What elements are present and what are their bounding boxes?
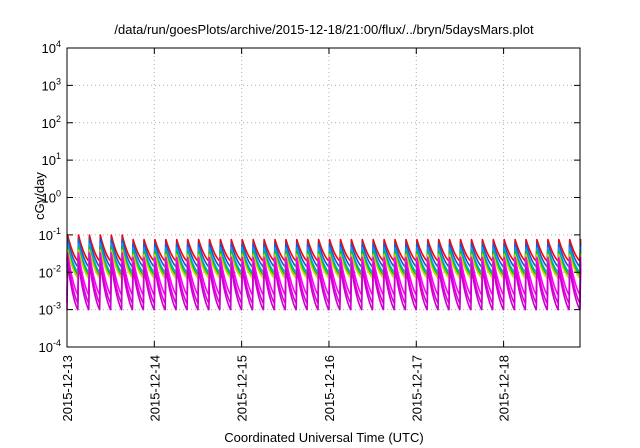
y-tick-exponent: -3 [53, 301, 61, 311]
y-tick-base: 10 [39, 265, 53, 280]
y-tick-label: 10-2 [39, 263, 61, 280]
y-tick-base: 10 [39, 340, 53, 355]
y-tick-base: 10 [42, 153, 56, 168]
y-tick-label: 10-1 [39, 226, 61, 243]
y-tick-label: 100 [42, 189, 61, 206]
x-axis-label: Coordinated Universal Time (UTC) [224, 430, 423, 445]
y-tick-label: 10-4 [39, 338, 61, 355]
y-tick-exponent: -4 [53, 338, 61, 348]
y-tick-label: 10-3 [39, 301, 61, 318]
y-tick-label: 104 [42, 39, 61, 56]
plot-frame [66, 47, 581, 348]
y-tick-exponent: 4 [56, 39, 61, 49]
grid [67, 48, 580, 347]
x-tick-label: 2015-12-16 [322, 355, 337, 422]
y-tick-base: 10 [39, 228, 53, 243]
y-tick-base: 10 [42, 41, 56, 56]
y-tick-exponent: 0 [56, 189, 61, 199]
y-tick-base: 10 [39, 303, 53, 318]
x-tick-label: 2015-12-13 [60, 355, 75, 422]
axes [66, 47, 581, 348]
y-tick-exponent: 1 [56, 151, 61, 161]
series-group [66, 234, 582, 311]
x-tick-labels: 2015-12-13 2015-12-14 2015-12-15 2015-12-16… [60, 355, 512, 422]
y-tick-label: 101 [42, 151, 61, 168]
y-tick-exponent: 3 [56, 76, 61, 86]
chart-title: /data/run/goesPlots/archive/2015-12-18/2… [114, 22, 534, 37]
x-tick-label: 2015-12-14 [147, 355, 162, 422]
y-tick-exponent: -2 [53, 263, 61, 273]
y-axis-label: cGy/day [32, 172, 47, 220]
y-tick-base: 10 [42, 191, 56, 206]
y-tick-base: 10 [42, 78, 56, 93]
y-tick-label: 102 [42, 114, 61, 131]
x-tick-label: 2015-12-17 [409, 355, 424, 422]
series-line [66, 262, 582, 311]
y-tick-base: 10 [42, 116, 56, 131]
y-tick-label: 103 [42, 76, 61, 93]
x-tick-label: 2015-12-18 [497, 355, 512, 422]
x-tick-label: 2015-12-15 [235, 355, 250, 422]
y-tick-exponent: 2 [56, 114, 61, 124]
y-tick-exponent: -1 [53, 226, 61, 236]
